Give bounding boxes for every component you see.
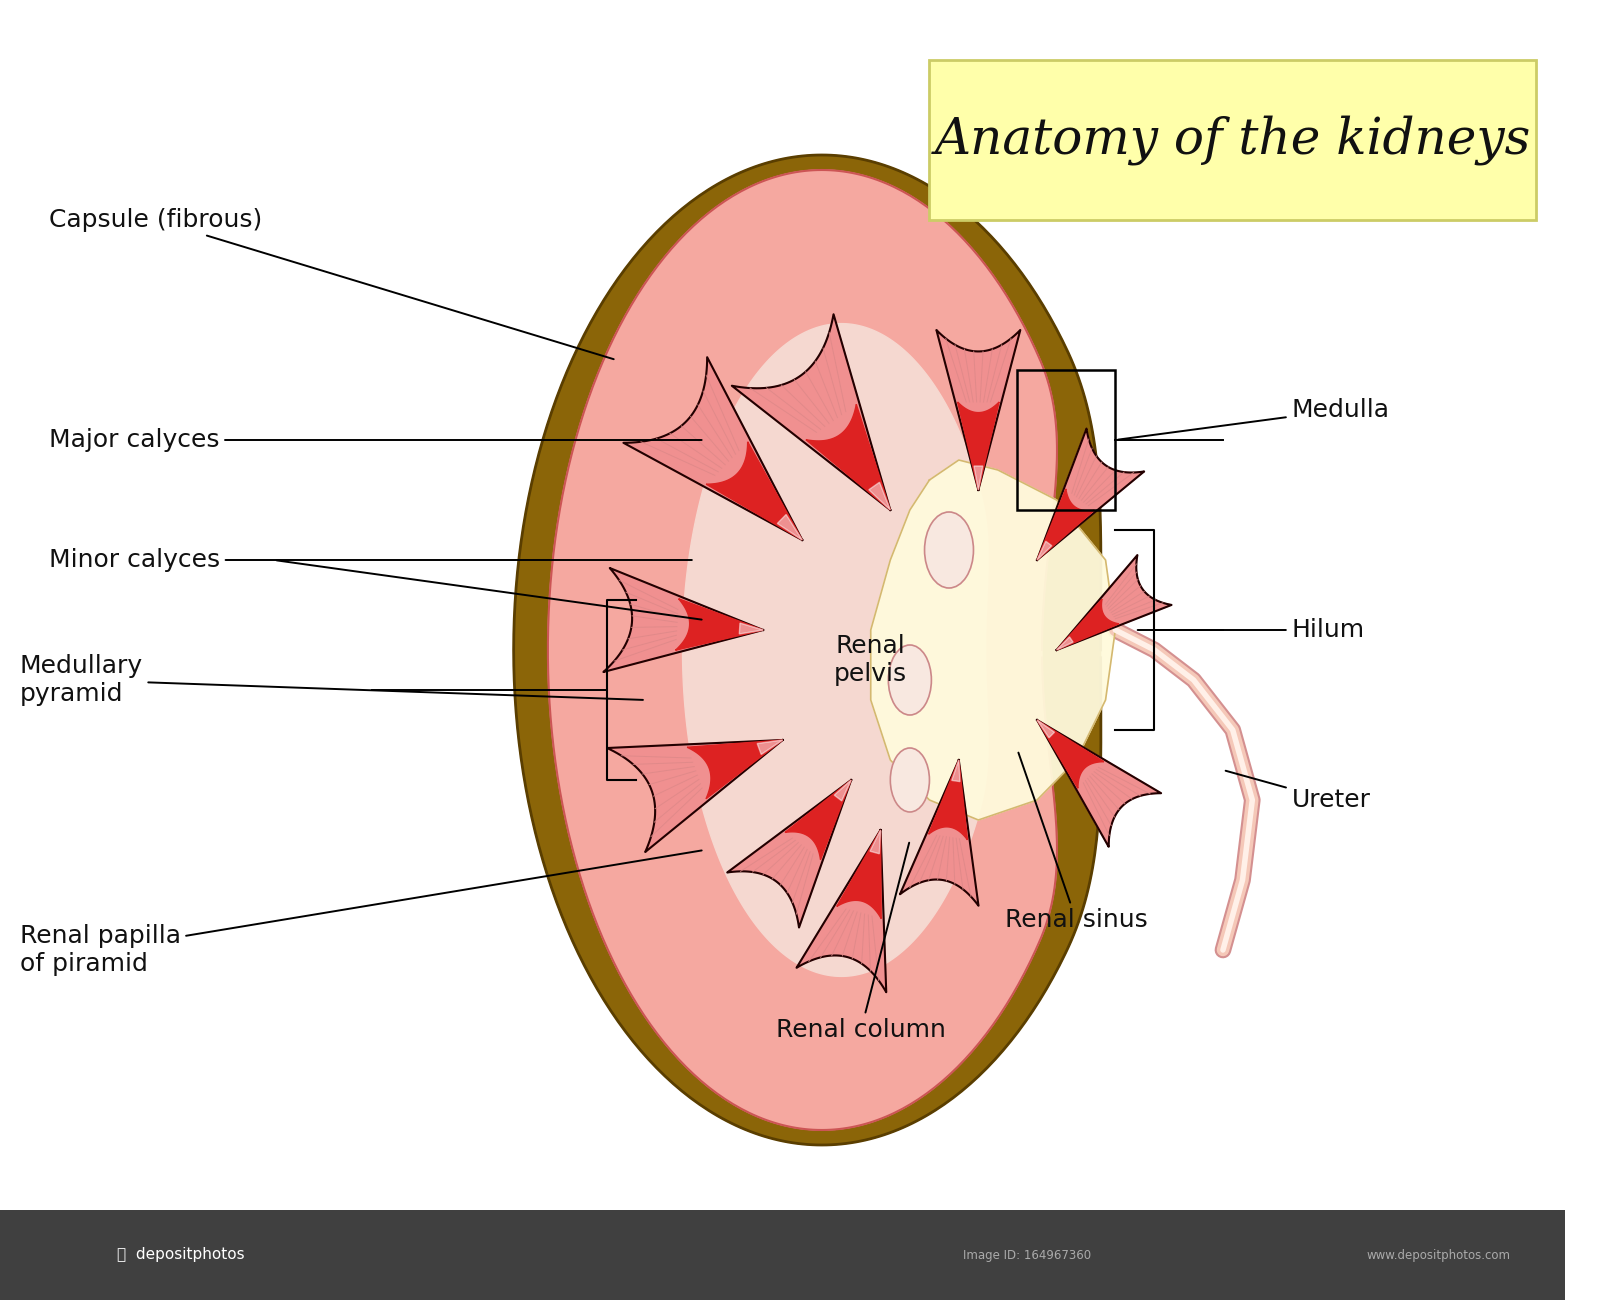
- Polygon shape: [806, 404, 890, 510]
- Polygon shape: [686, 740, 782, 798]
- Polygon shape: [870, 460, 1115, 820]
- Polygon shape: [1037, 541, 1051, 560]
- Polygon shape: [1056, 599, 1118, 650]
- Polygon shape: [957, 402, 998, 490]
- Polygon shape: [603, 568, 763, 672]
- Text: Renal
pelvis: Renal pelvis: [834, 634, 907, 686]
- Polygon shape: [1037, 720, 1104, 788]
- Polygon shape: [683, 324, 989, 976]
- Polygon shape: [706, 442, 802, 540]
- Polygon shape: [797, 829, 886, 992]
- Text: Minor calyces: Minor calyces: [50, 549, 691, 572]
- Bar: [0, 1210, 1565, 1300]
- Polygon shape: [928, 760, 968, 840]
- Text: ⓓ  depositphotos: ⓓ depositphotos: [117, 1248, 245, 1262]
- Polygon shape: [952, 760, 960, 781]
- Polygon shape: [624, 358, 802, 540]
- Polygon shape: [1037, 429, 1144, 560]
- Text: Anatomy of the kidneys: Anatomy of the kidneys: [934, 114, 1531, 165]
- Polygon shape: [731, 315, 890, 510]
- Polygon shape: [606, 740, 782, 852]
- Bar: [1018, 370, 1115, 510]
- Ellipse shape: [890, 747, 930, 812]
- Polygon shape: [547, 170, 1058, 1130]
- Polygon shape: [869, 482, 890, 510]
- Text: Renal papilla
of piramid: Renal papilla of piramid: [19, 850, 702, 976]
- Text: Hilum: Hilum: [1138, 618, 1365, 642]
- Ellipse shape: [925, 512, 973, 588]
- Polygon shape: [675, 599, 763, 650]
- Polygon shape: [936, 330, 1021, 490]
- Text: Capsule (fibrous): Capsule (fibrous): [50, 208, 614, 359]
- Ellipse shape: [888, 645, 931, 715]
- Polygon shape: [834, 780, 851, 801]
- Text: Renal column: Renal column: [776, 842, 946, 1043]
- Polygon shape: [778, 515, 802, 540]
- Polygon shape: [514, 155, 1101, 1145]
- Polygon shape: [1037, 489, 1094, 560]
- Bar: [930, 60, 1536, 220]
- Polygon shape: [837, 829, 882, 919]
- Text: Image ID: 164967360: Image ID: 164967360: [963, 1248, 1091, 1261]
- Polygon shape: [1056, 555, 1171, 650]
- Text: Major calyces: Major calyces: [50, 428, 702, 452]
- Polygon shape: [1037, 720, 1162, 846]
- Polygon shape: [870, 829, 880, 854]
- Polygon shape: [1056, 637, 1074, 650]
- Polygon shape: [786, 780, 851, 859]
- Polygon shape: [739, 623, 763, 634]
- Text: Medullary
pyramid: Medullary pyramid: [19, 654, 643, 706]
- Text: www.depositphotos.com: www.depositphotos.com: [1366, 1248, 1510, 1261]
- Polygon shape: [757, 740, 782, 754]
- Text: Ureter: Ureter: [1226, 771, 1371, 812]
- Polygon shape: [974, 465, 982, 490]
- Polygon shape: [899, 760, 979, 906]
- Polygon shape: [728, 780, 851, 927]
- Text: Renal sinus: Renal sinus: [1005, 753, 1147, 932]
- Polygon shape: [1037, 720, 1054, 738]
- Text: Medulla: Medulla: [1118, 398, 1389, 439]
